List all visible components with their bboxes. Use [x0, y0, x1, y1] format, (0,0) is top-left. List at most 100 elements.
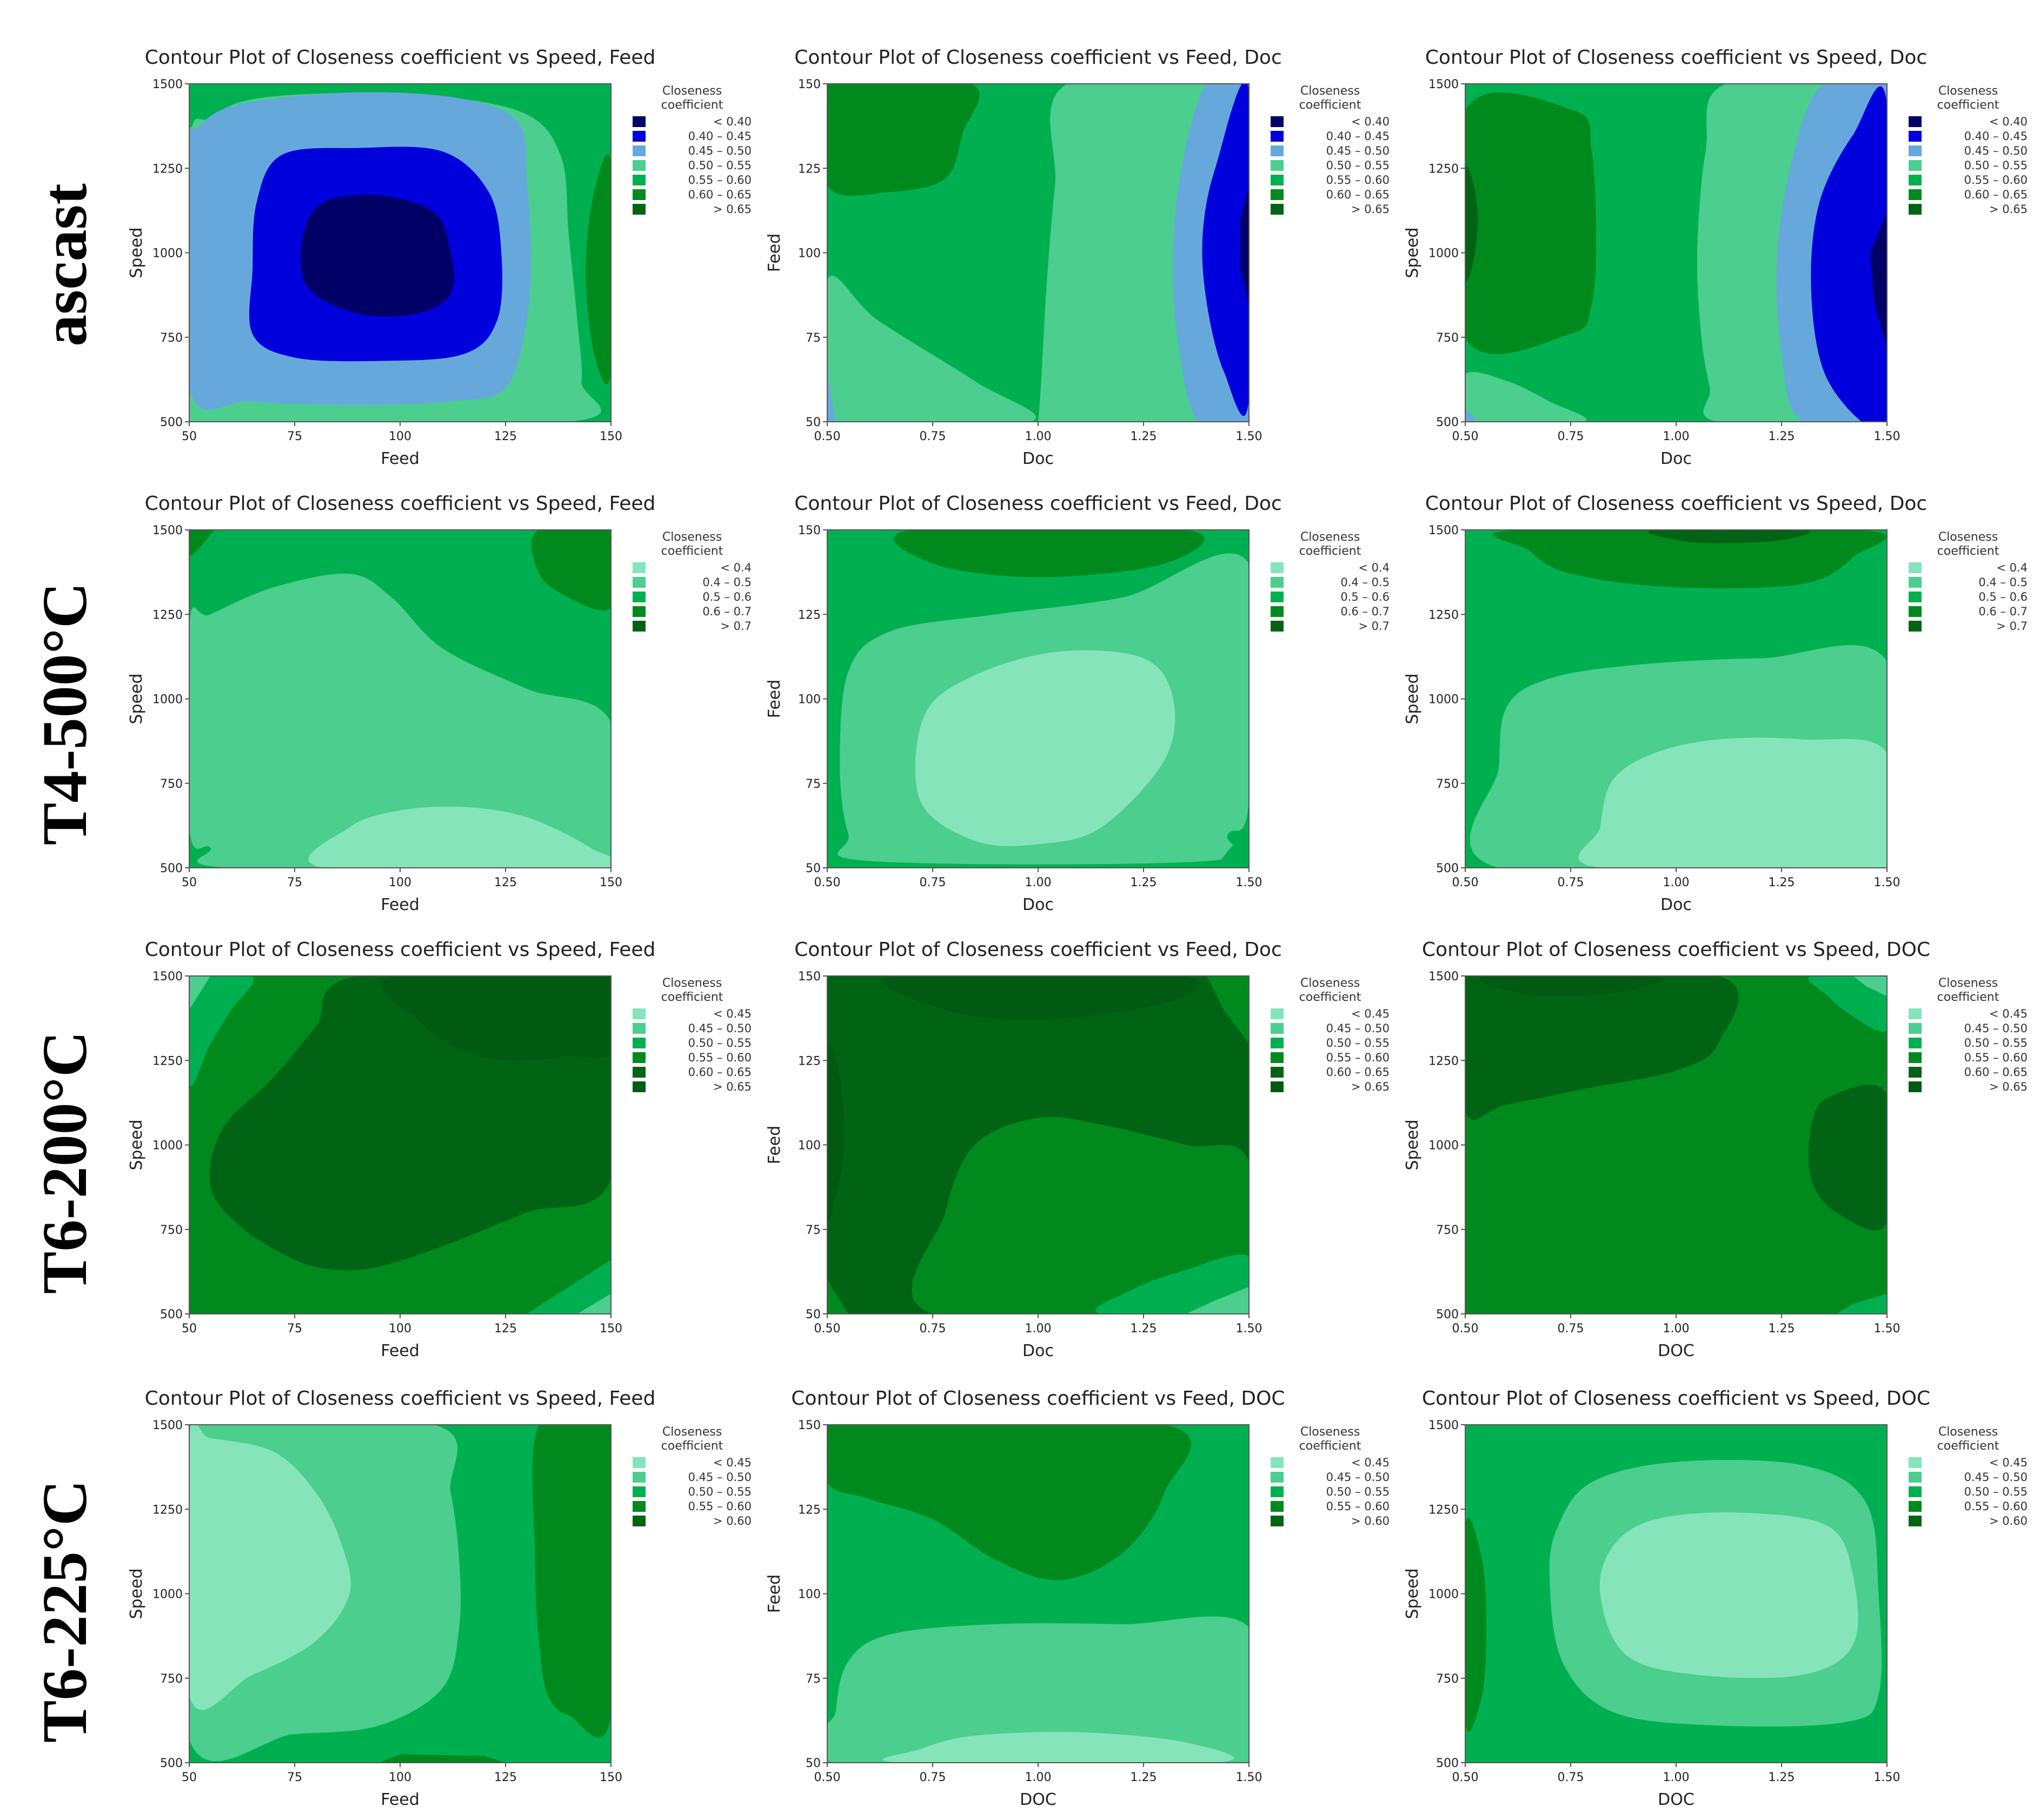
y-tick-label: 100 [798, 247, 821, 261]
legend-swatch [1909, 1501, 1922, 1512]
contour-region [1578, 738, 1887, 868]
contour-region [827, 1280, 848, 1314]
y-tick-label: 1250 [1428, 608, 1459, 622]
contour-region [827, 84, 980, 196]
x-tick-label: 1.50 [1874, 1771, 1901, 1784]
contour-panel: Contour Plot of Closeness coefficient vs… [1395, 479, 2033, 922]
contour-region [577, 1293, 611, 1314]
x-tick-label: 100 [389, 1771, 411, 1784]
x-tick-label: 125 [494, 430, 517, 443]
legend-swatch [1271, 160, 1284, 171]
contour-region [189, 530, 215, 557]
legend-swatch [633, 1052, 646, 1063]
legend-swatch [633, 175, 646, 185]
y-tick-label: 1500 [1428, 1419, 1459, 1432]
legend-entry: 0.50 – 0.55 [688, 1485, 752, 1498]
y-tick-label: 125 [798, 162, 821, 176]
y-tick-label: 1250 [152, 1054, 183, 1068]
legend-entry: 0.60 – 0.65 [688, 1066, 752, 1079]
legend-swatch [1271, 562, 1284, 573]
y-tick-label: 75 [806, 778, 821, 791]
contour-plot-svg: Contour Plot of Closeness coefficient vs… [1403, 939, 2028, 1360]
contour-regions [1465, 976, 1887, 1314]
x-tick-label: 1.00 [1025, 1322, 1052, 1336]
y-tick-label: 150 [798, 1419, 821, 1432]
x-tick-label: 1.50 [1236, 430, 1262, 443]
chart-title: Contour Plot of Closeness coefficient vs… [794, 47, 1282, 69]
legend-entry: 0.50 – 0.55 [1964, 1037, 2028, 1050]
legend-title: coefficient [1937, 991, 1999, 1004]
x-tick-label: 0.75 [1558, 430, 1584, 443]
x-tick-label: 1.25 [1131, 1771, 1157, 1784]
legend-swatch [1271, 1038, 1284, 1048]
legend-swatch [1271, 1472, 1284, 1483]
legend-entry: 0.55 – 0.60 [688, 1500, 752, 1513]
contour-regions [1465, 1425, 1887, 1763]
y-tick-label: 1500 [152, 970, 183, 984]
legend-swatch [1271, 577, 1284, 588]
x-tick-label: 1.25 [1769, 430, 1795, 443]
legend-entry: < 0.45 [713, 1007, 752, 1020]
legend-title: coefficient [1299, 98, 1361, 112]
x-tick-label: 1.00 [1025, 430, 1052, 443]
legend-entry: 0.55 – 0.60 [1326, 1051, 1390, 1064]
legend-swatch [1271, 1067, 1284, 1078]
chart-title: Contour Plot of Closeness coefficient vs… [791, 1387, 1285, 1410]
contour-panel: Contour Plot of Closeness coefficient vs… [757, 479, 1395, 922]
legend-entry: < 0.45 [1989, 1456, 2028, 1469]
legend-entry: < 0.45 [713, 1456, 752, 1469]
legend-entry: > 0.7 [1996, 620, 2028, 633]
chart-title: Contour Plot of Closeness coefficient vs… [145, 493, 656, 515]
contour-panel: Contour Plot of Closeness coefficient vs… [119, 32, 757, 476]
legend-swatch [1271, 592, 1284, 602]
legend-entry: 0.45 – 0.50 [688, 1022, 752, 1035]
legend-entry: 0.50 – 0.55 [1964, 1485, 2028, 1498]
legend-swatch [633, 131, 646, 142]
y-tick-label: 75 [806, 1672, 821, 1686]
y-tick-label: 1000 [152, 693, 183, 707]
contour-region [1808, 976, 1887, 1032]
contour-panel: Contour Plot of Closeness coefficient vs… [1395, 1373, 2033, 1817]
legend-swatch [1909, 145, 1922, 156]
legend-title: Closeness [1938, 1425, 1998, 1439]
x-tick-label: 0.75 [920, 1322, 946, 1336]
contour-region [308, 806, 611, 868]
legend-swatch [633, 1067, 646, 1078]
y-tick-label: 1250 [1428, 1054, 1459, 1068]
x-tick-label: 125 [494, 1322, 517, 1336]
y-tick-label: 500 [160, 416, 183, 429]
contour-region [883, 1732, 1234, 1763]
y-tick-label: 100 [798, 1588, 821, 1602]
legend-title: Closeness [662, 530, 722, 544]
x-tick-label: 75 [287, 876, 302, 889]
legend-entry: 0.6 – 0.7 [1978, 605, 2028, 618]
legend-title: Closeness [1938, 530, 1998, 544]
legend-entry: 0.55 – 0.60 [1964, 1500, 2028, 1513]
legend-swatch [1909, 606, 1922, 617]
x-tick-label: 100 [389, 1322, 411, 1336]
y-axis-label: Speed [127, 1568, 146, 1619]
y-tick-label: 150 [798, 78, 821, 91]
legend-swatch [633, 577, 646, 588]
x-tick-label: 1.25 [1131, 876, 1157, 889]
contour-region [586, 154, 611, 385]
contour-region [379, 1754, 506, 1763]
contour-plot-svg: Contour Plot of Closeness coefficient vs… [765, 1387, 1390, 1809]
legend-swatch [1909, 1457, 1922, 1468]
legend-swatch [1271, 1081, 1284, 1092]
legend-title: coefficient [661, 98, 723, 112]
contour-panel: Contour Plot of Closeness coefficient vs… [757, 925, 1395, 1368]
legend-title: Closeness [662, 84, 722, 98]
y-tick-label: 1000 [152, 1588, 183, 1602]
contour-plot-svg: Contour Plot of Closeness coefficient vs… [765, 939, 1390, 1360]
y-tick-label: 1250 [152, 608, 183, 622]
y-axis-label: Speed [127, 673, 146, 724]
legend-swatch [633, 1457, 646, 1468]
x-tick-label: 1.50 [1874, 1322, 1901, 1336]
contour-panel: Contour Plot of Closeness coefficient vs… [119, 1373, 757, 1817]
contour-region [301, 195, 454, 317]
y-axis-label: Speed [127, 1119, 146, 1170]
contour-plot-svg: Contour Plot of Closeness coefficient vs… [127, 47, 752, 468]
x-tick-label: 1.00 [1025, 876, 1052, 889]
